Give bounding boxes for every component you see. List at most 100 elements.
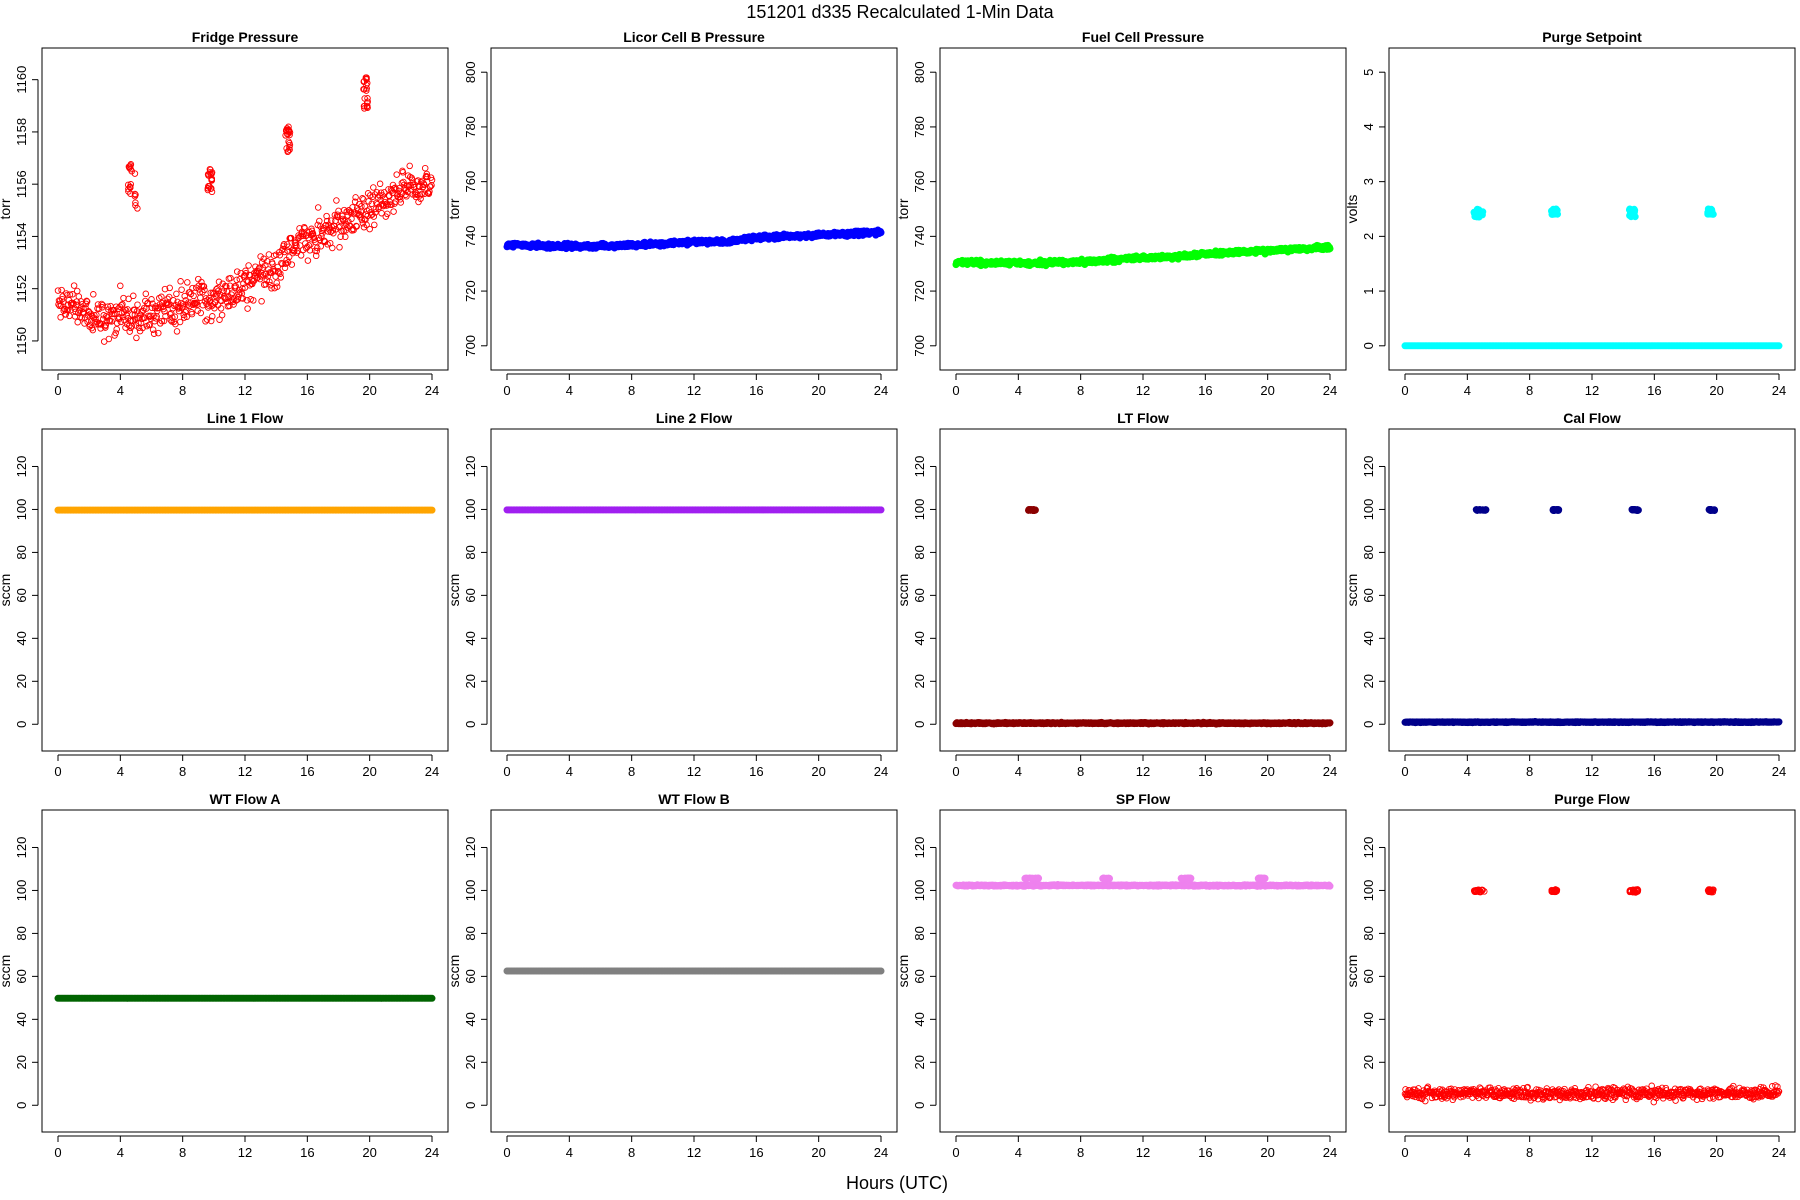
data-point xyxy=(273,283,281,290)
data-point xyxy=(206,183,213,190)
data-point xyxy=(398,190,405,197)
y-tick-label-purge-setpoint: 3 xyxy=(1361,178,1376,185)
data-point xyxy=(284,126,292,133)
y-tick-label-fridge-pressure: 1154 xyxy=(14,222,29,250)
data-point xyxy=(277,270,284,277)
data-point xyxy=(380,189,388,196)
data-point xyxy=(177,278,184,285)
data-point xyxy=(268,285,275,292)
x-tick-label-fuel-cell-pressure: 4 xyxy=(1015,383,1022,398)
data-point xyxy=(127,165,134,173)
x-tick-label-fridge-pressure: 4 xyxy=(117,383,124,398)
data-point xyxy=(426,188,433,195)
data-point xyxy=(132,202,139,209)
x-tick-label-wt-flow-a: 20 xyxy=(362,1145,376,1160)
data-point xyxy=(207,317,215,325)
data-point xyxy=(251,269,258,277)
data-point xyxy=(1631,206,1639,214)
data-point xyxy=(418,190,425,198)
data-point xyxy=(329,227,337,234)
data-point xyxy=(262,261,269,269)
y-tick-label-licor-cell-b-pressure: 720 xyxy=(463,280,478,302)
data-point xyxy=(232,297,240,304)
data-point xyxy=(383,200,391,207)
points-licor-cell-b-pressure xyxy=(503,226,885,253)
x-tick-label-line-1-flow: 4 xyxy=(117,764,124,779)
y-tick-label-fuel-cell-pressure: 760 xyxy=(912,171,927,193)
data-point xyxy=(229,289,236,296)
data-point xyxy=(398,179,406,187)
data-point xyxy=(379,192,386,199)
y-tick-label-fridge-pressure: 1150 xyxy=(14,327,29,355)
y-axis-label-licor-cell-b-pressure: torr xyxy=(446,198,462,219)
data-point xyxy=(424,173,431,181)
data-point xyxy=(148,296,155,303)
points-cal-flow xyxy=(1401,505,1783,727)
data-point xyxy=(183,313,191,321)
y-tick-label-line-2-flow: 120 xyxy=(463,456,478,478)
y-tick-label-fuel-cell-pressure: 700 xyxy=(912,335,927,357)
y-axis-label-wt-flow-a: sccm xyxy=(0,955,13,988)
x-tick-label-fuel-cell-pressure: 20 xyxy=(1260,383,1274,398)
y-axis-label-lt-flow: sccm xyxy=(895,574,911,607)
plot-frame-cal-flow xyxy=(1388,428,1796,752)
y-tick-label-lt-flow: 40 xyxy=(912,631,927,645)
data-point xyxy=(117,282,124,290)
x-tick-label-licor-cell-b-pressure: 8 xyxy=(628,383,635,398)
points-line-2-flow xyxy=(503,506,885,514)
x-tick-label-cal-flow: 24 xyxy=(1772,764,1786,779)
y-tick-label-purge-setpoint: 4 xyxy=(1361,123,1376,130)
data-point xyxy=(118,301,125,309)
data-point xyxy=(102,321,110,329)
x-tick-label-line-1-flow: 20 xyxy=(362,764,376,779)
x-tick-label-lt-flow: 20 xyxy=(1260,764,1274,779)
data-point xyxy=(144,299,152,307)
x-tick-label-line-2-flow: 12 xyxy=(687,764,701,779)
data-point xyxy=(173,290,180,298)
data-point xyxy=(232,282,239,290)
data-point xyxy=(285,243,292,250)
data-point xyxy=(176,304,183,311)
data-point xyxy=(428,182,435,189)
data-point xyxy=(110,306,118,314)
data-point xyxy=(121,306,129,313)
data-point xyxy=(286,139,293,147)
y-tick-label-lt-flow: 80 xyxy=(912,545,927,559)
data-point xyxy=(1326,245,1334,253)
data-point xyxy=(131,192,139,200)
data-point xyxy=(423,170,431,178)
data-point xyxy=(1775,718,1783,726)
plot-frame-fuel-cell-pressure xyxy=(939,47,1347,371)
plot-frame-purge-setpoint xyxy=(1388,47,1796,371)
data-point xyxy=(358,216,366,224)
data-point xyxy=(217,305,225,312)
data-point xyxy=(1549,506,1557,514)
x-tick-label-line-2-flow: 0 xyxy=(503,764,510,779)
data-point xyxy=(1706,208,1714,216)
data-point xyxy=(90,291,97,298)
x-tick-label-fuel-cell-pressure: 0 xyxy=(952,383,959,398)
y-tick-label-line-2-flow: 0 xyxy=(463,721,478,728)
panel-title-fuel-cell-pressure: Fuel Cell Pressure xyxy=(1082,29,1204,45)
y-tick-label-lt-flow: 60 xyxy=(912,588,927,602)
data-point xyxy=(406,162,413,170)
x-tick-label-line-2-flow: 8 xyxy=(628,764,635,779)
data-point xyxy=(58,286,65,294)
data-point xyxy=(305,242,313,249)
data-point xyxy=(95,305,103,313)
y-tick-label-purge-setpoint: 1 xyxy=(1361,287,1376,294)
y-tick-label-line-2-flow: 40 xyxy=(463,631,478,645)
data-point xyxy=(258,298,265,305)
y-tick-label-line-1-flow: 20 xyxy=(14,674,29,688)
x-tick-label-wt-flow-a: 12 xyxy=(238,1145,252,1160)
data-point xyxy=(281,264,289,272)
data-point xyxy=(360,102,368,110)
y-tick-label-licor-cell-b-pressure: 760 xyxy=(463,171,478,193)
data-point xyxy=(372,209,379,216)
data-point xyxy=(338,227,345,235)
